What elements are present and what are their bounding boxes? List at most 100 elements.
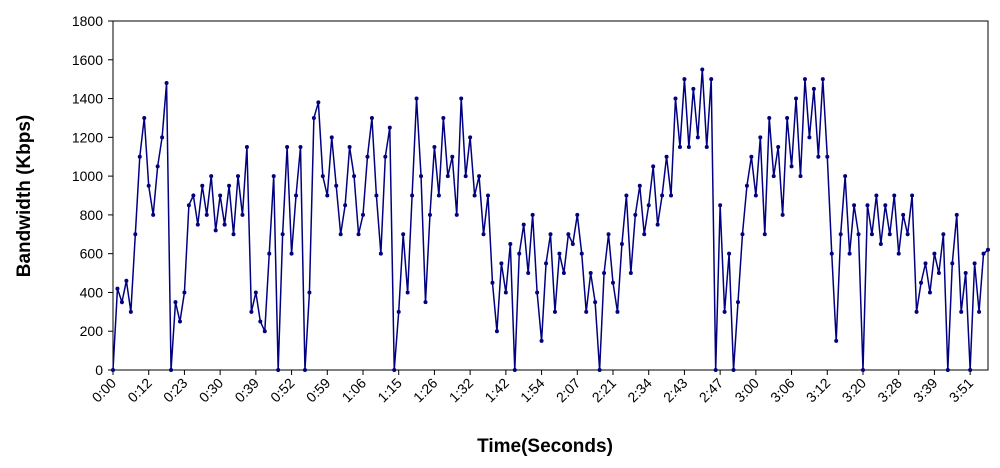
x-tick-label: 0:23 (160, 375, 191, 406)
data-point (195, 222, 200, 227)
x-tick-label: 3:28 (874, 375, 905, 406)
data-point (704, 145, 709, 150)
x-tick-label: 1:26 (410, 375, 441, 406)
data-point (186, 203, 191, 208)
data-point (392, 368, 397, 372)
data-point (588, 271, 593, 276)
data-point (816, 154, 821, 159)
y-tick-label: 200 (80, 323, 104, 339)
x-tick-label: 3:51 (946, 375, 977, 406)
data-point (200, 183, 205, 188)
data-point (660, 193, 665, 198)
data-point (619, 241, 624, 246)
data-point (253, 290, 258, 295)
x-tick-label: 1:42 (481, 375, 512, 406)
data-point (169, 368, 174, 372)
x-tick-label: 3:00 (731, 375, 762, 406)
data-point (151, 212, 156, 217)
data-point (883, 203, 888, 208)
data-point (691, 86, 696, 91)
data-point (744, 183, 749, 188)
data-point (191, 193, 196, 198)
data-point (905, 232, 910, 237)
data-point (164, 81, 169, 86)
data-point (789, 164, 794, 169)
data-point (173, 300, 178, 305)
data-point (320, 174, 325, 179)
data-point (776, 145, 781, 150)
data-point (932, 251, 937, 256)
data-point (280, 232, 285, 237)
data-point (271, 174, 276, 179)
x-tick-label: 0:52 (267, 375, 298, 406)
data-point (378, 251, 383, 256)
data-point (919, 280, 924, 285)
data-point (454, 212, 459, 217)
data-point (981, 251, 986, 256)
data-point (811, 86, 816, 91)
data-point (508, 241, 513, 246)
data-point (642, 232, 647, 237)
data-point (771, 174, 776, 179)
data-point (664, 154, 669, 159)
data-point (115, 286, 120, 291)
data-point (838, 232, 843, 237)
data-point (677, 145, 682, 150)
data-point (861, 368, 865, 372)
data-point (204, 212, 209, 217)
data-point (285, 145, 290, 150)
data-point (155, 164, 160, 169)
data-point (646, 203, 651, 208)
data-point (276, 368, 281, 372)
data-point (213, 228, 218, 233)
data-point (445, 174, 450, 179)
x-tick-label: 1:54 (517, 375, 548, 406)
data-point (387, 125, 392, 130)
data-point (856, 232, 861, 237)
y-tick-label: 0 (95, 362, 103, 378)
data-point (128, 309, 133, 314)
x-tick-label: 0:59 (303, 375, 334, 406)
data-point (450, 154, 455, 159)
x-tick-label: 3:12 (803, 375, 834, 406)
y-tick-label: 1800 (72, 13, 103, 29)
data-point (530, 212, 535, 217)
data-point (762, 232, 767, 237)
data-point (236, 174, 240, 179)
data-point (736, 300, 740, 305)
data-point (892, 193, 897, 198)
data-point (316, 100, 321, 105)
data-point (914, 309, 919, 314)
data-point (365, 154, 370, 159)
data-point (218, 193, 223, 198)
data-point (427, 212, 432, 217)
x-tick-label: 2:21 (589, 375, 620, 406)
data-point (552, 309, 557, 314)
data-point (986, 247, 990, 252)
data-point (945, 368, 950, 372)
data-point (240, 212, 245, 217)
data-point (575, 212, 580, 217)
data-point (177, 319, 182, 324)
data-point (628, 271, 633, 276)
data-point (258, 319, 263, 324)
data-point (405, 290, 410, 295)
x-tick-label: 1:32 (446, 375, 477, 406)
data-point (896, 251, 901, 256)
data-point (526, 271, 531, 276)
y-tick-label: 800 (80, 207, 104, 223)
data-point (441, 115, 446, 120)
data-point (472, 193, 477, 198)
data-point (673, 96, 678, 101)
data-point (584, 309, 589, 314)
data-point (611, 280, 615, 285)
data-point (887, 232, 892, 237)
data-point (963, 271, 968, 276)
data-point (262, 329, 267, 334)
data-point (267, 251, 272, 256)
data-point (927, 290, 932, 295)
data-point (432, 145, 437, 150)
data-point (700, 67, 705, 72)
data-point (936, 271, 941, 276)
x-tick-label: 2:07 (553, 375, 584, 406)
